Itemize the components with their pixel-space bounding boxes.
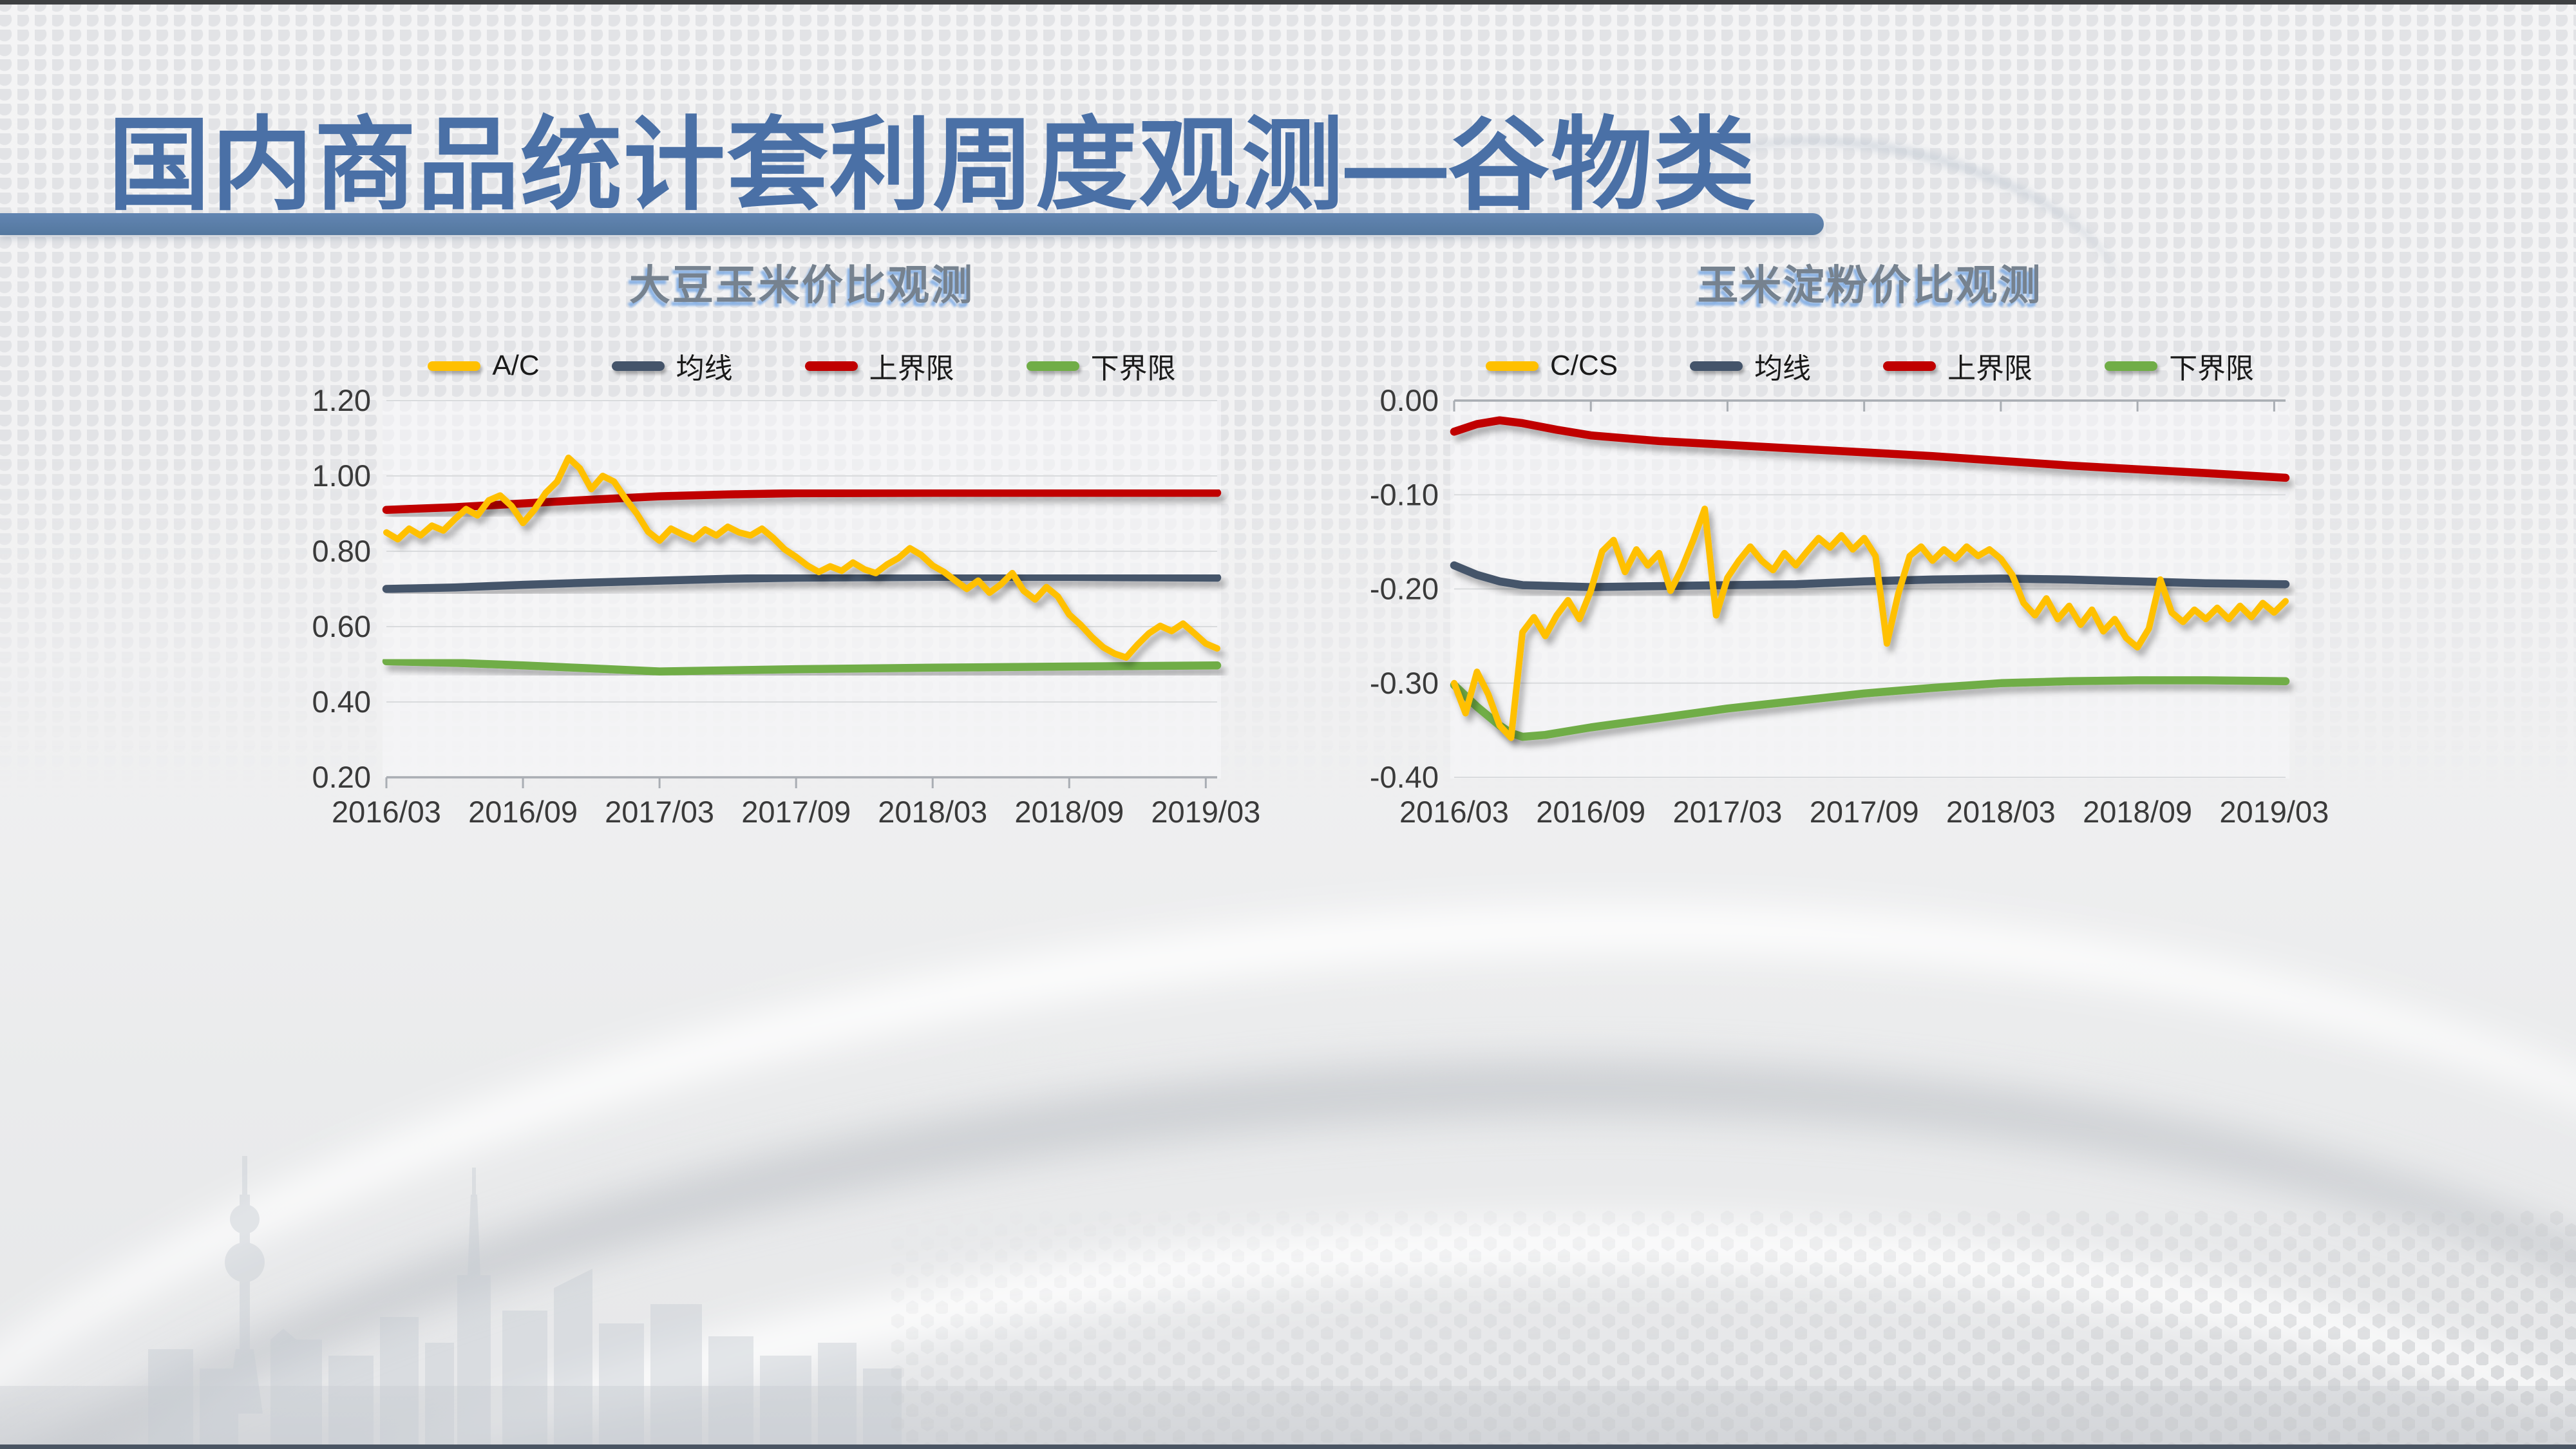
legend-item-lower: 下界限 <box>1026 345 1176 386</box>
legend-item-upper: 上界限 <box>804 345 954 386</box>
legend-item-ac: A/C <box>428 350 540 382</box>
svg-text:-0.40: -0.40 <box>1370 760 1439 794</box>
legend-swatch-upper <box>804 361 858 371</box>
svg-text:0.60: 0.60 <box>312 609 371 643</box>
legend-soybean-corn: A/C 均线 上界限 下界限 <box>386 345 1217 386</box>
svg-text:2019/03: 2019/03 <box>1151 795 1260 829</box>
legend-swatch-main <box>428 361 481 371</box>
legend-swatch-mean <box>611 361 665 371</box>
svg-text:2016/09: 2016/09 <box>468 795 578 829</box>
chart-title-soybean-corn: 大豆玉米价比观测 <box>629 262 974 308</box>
svg-text:1.00: 1.00 <box>312 459 371 493</box>
svg-text:0.20: 0.20 <box>312 760 371 794</box>
svg-text:1.20: 1.20 <box>312 383 371 417</box>
legend-label: 均线 <box>1754 353 1812 384</box>
legend-swatch-upper <box>1883 361 1937 371</box>
legend-label: A/C <box>492 350 540 381</box>
svg-text:2018/03: 2018/03 <box>1946 795 2056 829</box>
legend-corn-starch: C/CS 均线 上界限 下界限 <box>1454 345 2286 386</box>
svg-text:2016/03: 2016/03 <box>332 795 441 829</box>
svg-text:2016/03: 2016/03 <box>1399 795 1509 829</box>
legend-label: 下界限 <box>1090 353 1176 384</box>
chart-title-corn-starch: 玉米淀粉价比观测 <box>1697 262 2043 308</box>
legend-item-mean: 均线 <box>1690 345 1811 386</box>
svg-text:2018/09: 2018/09 <box>2083 795 2192 829</box>
svg-text:2019/03: 2019/03 <box>2219 795 2329 829</box>
legend-label: 上界限 <box>869 353 954 384</box>
svg-text:0.80: 0.80 <box>312 534 371 568</box>
svg-text:2017/09: 2017/09 <box>1810 795 1919 829</box>
legend-swatch-mean <box>1690 361 1743 371</box>
legend-item-ccs: C/CS <box>1485 350 1618 382</box>
svg-text:0.40: 0.40 <box>312 685 371 719</box>
legend-swatch-main <box>1485 361 1539 371</box>
svg-text:2016/09: 2016/09 <box>1536 795 1645 829</box>
legend-item-lower: 下界限 <box>2105 345 2254 386</box>
legend-item-mean: 均线 <box>611 345 733 386</box>
svg-text:2017/03: 2017/03 <box>1672 795 1782 829</box>
svg-text:0.00: 0.00 <box>1380 383 1439 417</box>
svg-text:2018/09: 2018/09 <box>1014 795 1124 829</box>
title-underline-bar <box>0 213 1824 235</box>
legend-label: 下界限 <box>2169 353 2255 384</box>
page-title: 国内商品统计套利周度观测—谷物类 <box>108 109 1757 222</box>
svg-text:-0.20: -0.20 <box>1370 572 1439 606</box>
svg-text:2017/09: 2017/09 <box>741 795 851 829</box>
legend-swatch-lower <box>1026 361 1079 371</box>
legend-label: 上界限 <box>1947 353 2033 384</box>
svg-text:-0.30: -0.30 <box>1370 666 1439 700</box>
top-edge-line <box>0 0 2576 5</box>
city-skyline-silhouette <box>148 1156 902 1446</box>
legend-label: C/CS <box>1549 350 1618 381</box>
svg-text:2017/03: 2017/03 <box>605 795 714 829</box>
bottom-edge-line <box>0 1444 2576 1449</box>
legend-label: 均线 <box>676 353 733 384</box>
legend-item-upper: 上界限 <box>1883 345 2032 386</box>
svg-text:2018/03: 2018/03 <box>878 795 987 829</box>
legend-swatch-lower <box>2105 361 2158 371</box>
svg-text:-0.10: -0.10 <box>1370 477 1439 511</box>
